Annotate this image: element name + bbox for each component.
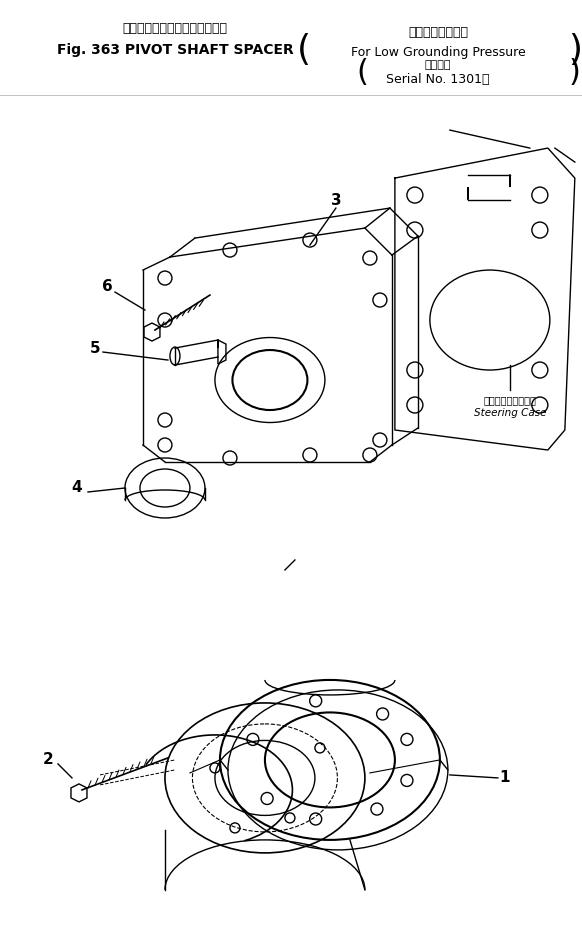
Text: 低接地圧仕様車用: 低接地圧仕様車用 <box>408 26 468 39</box>
Text: For Low Grounding Pressure: For Low Grounding Pressure <box>350 46 526 59</box>
Text: ピボット　シャフト　スペーサ: ピボット シャフト スペーサ <box>122 22 228 34</box>
Text: 2: 2 <box>42 752 54 767</box>
Text: 5: 5 <box>90 340 100 356</box>
Text: 1: 1 <box>499 770 510 786</box>
Text: (: ( <box>297 33 311 68</box>
Text: ): ) <box>568 33 582 68</box>
Text: (: ( <box>356 58 368 87</box>
Text: Fig. 363 PIVOT SHAFT SPACER: Fig. 363 PIVOT SHAFT SPACER <box>56 43 293 57</box>
Text: 適用号機: 適用号機 <box>425 60 451 70</box>
Text: 6: 6 <box>102 279 112 294</box>
Text: ステアリングケース: ステアリングケース <box>484 395 536 405</box>
Text: Serial No. 1301～: Serial No. 1301～ <box>386 72 489 86</box>
Text: ): ) <box>569 58 581 87</box>
Text: 3: 3 <box>331 192 341 207</box>
Text: 4: 4 <box>72 480 82 495</box>
Text: Steering Case: Steering Case <box>474 408 546 418</box>
